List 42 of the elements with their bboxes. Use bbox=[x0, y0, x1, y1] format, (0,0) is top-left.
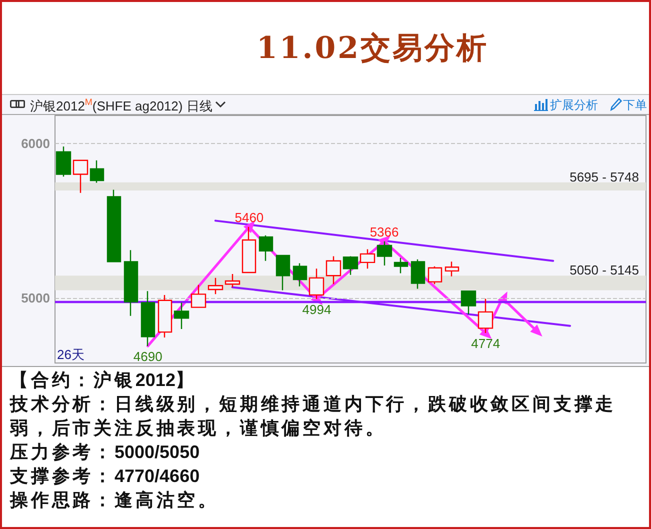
candlestick bbox=[72, 160, 88, 194]
candlestick bbox=[224, 273, 240, 288]
annotation: 4774 bbox=[471, 336, 500, 351]
candlestick bbox=[140, 290, 156, 347]
text: 扩展分析 bbox=[550, 97, 598, 114]
text: 操作思路：逢高沽空。 bbox=[10, 490, 219, 510]
candlestick bbox=[276, 254, 290, 291]
chart-subtitle: 沪银2012$^{M}$(SHFE ag2012) 日线 bbox=[30, 97, 212, 116]
annotation: 4690 bbox=[133, 348, 162, 364]
candlestick bbox=[174, 302, 190, 330]
y-tick-label: 5000 bbox=[21, 290, 50, 306]
point bbox=[530, 324, 542, 336]
candlestick bbox=[90, 160, 104, 184]
chart-title: 11.02交易分析 bbox=[256, 30, 490, 68]
text: 【合约：沪银2012】 bbox=[10, 369, 198, 392]
candlestick bbox=[106, 189, 122, 262]
candlestick bbox=[208, 277, 224, 295]
candlestick bbox=[258, 234, 274, 262]
candlestick bbox=[444, 261, 460, 277]
candlestick bbox=[460, 290, 476, 315]
candlestick bbox=[410, 258, 426, 290]
y-tick-label: 6000 bbox=[21, 136, 50, 151]
annotation: 5460 bbox=[234, 210, 264, 225]
candlestick bbox=[360, 248, 376, 270]
candlestick bbox=[124, 249, 138, 316]
candlestick bbox=[190, 284, 206, 308]
text: 支撑参考：4770/4660 bbox=[10, 465, 201, 488]
candlestick bbox=[342, 256, 358, 276]
candlestick bbox=[56, 146, 72, 178]
band-label: 5050 - 5145 bbox=[570, 262, 639, 278]
candlestick bbox=[292, 262, 308, 288]
candlestick bbox=[428, 266, 442, 285]
candlestick bbox=[158, 294, 172, 338]
text: 下单 bbox=[623, 97, 647, 114]
candlestick bbox=[394, 257, 408, 274]
text: 压力参考：5000/5050 bbox=[10, 441, 201, 464]
annotation: 26天 bbox=[57, 346, 84, 364]
annotation: 5366 bbox=[370, 224, 399, 240]
annotation: 4994 bbox=[302, 302, 332, 317]
candlestick bbox=[326, 256, 342, 285]
band-label: 5695 - 5748 bbox=[570, 169, 639, 184]
text: 技术分析：日线级别，短期维持通道内下行，跌破收敛区间支撑走弱，后市关注反抽表现，谨慎偏空对待。 bbox=[10, 394, 616, 438]
